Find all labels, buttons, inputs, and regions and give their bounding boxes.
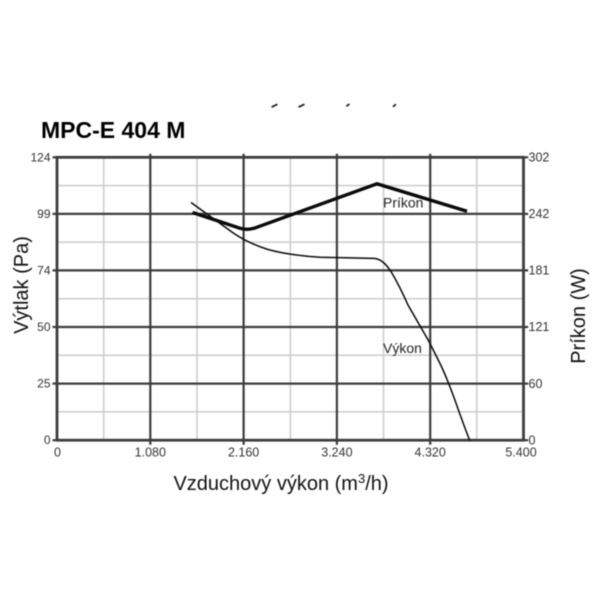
svg-text:MPC-E 404 M: MPC-E 404 M (41, 117, 185, 143)
svg-text:5.400: 5.400 (505, 446, 536, 460)
svg-text:74: 74 (37, 263, 51, 277)
svg-text:302: 302 (529, 151, 550, 165)
svg-text:0: 0 (44, 433, 51, 447)
svg-text:Príkon (W): Príkon (W) (568, 268, 590, 364)
svg-text:242: 242 (529, 207, 550, 221)
svg-text:60: 60 (529, 377, 543, 391)
svg-text:0: 0 (529, 433, 536, 447)
svg-text:25: 25 (37, 377, 51, 391)
svg-text:1.080: 1.080 (135, 446, 166, 460)
svg-text:Príkon: Príkon (383, 195, 423, 211)
svg-text:0: 0 (54, 446, 61, 460)
svg-text:99: 99 (37, 207, 51, 221)
svg-text:50: 50 (37, 320, 51, 334)
svg-text:Výkon: Výkon (383, 340, 422, 356)
svg-text:124: 124 (30, 150, 50, 164)
svg-text:3.240: 3.240 (321, 446, 352, 460)
svg-text:181: 181 (529, 264, 550, 278)
svg-text:121: 121 (529, 320, 550, 334)
svg-text:Vzduchový výkon (m3/h): Vzduchový výkon (m3/h) (173, 471, 388, 495)
svg-text:Výtlak (Pa): Výtlak (Pa) (11, 236, 33, 334)
svg-text:2.160: 2.160 (228, 446, 259, 460)
svg-text:4.320: 4.320 (415, 446, 446, 460)
